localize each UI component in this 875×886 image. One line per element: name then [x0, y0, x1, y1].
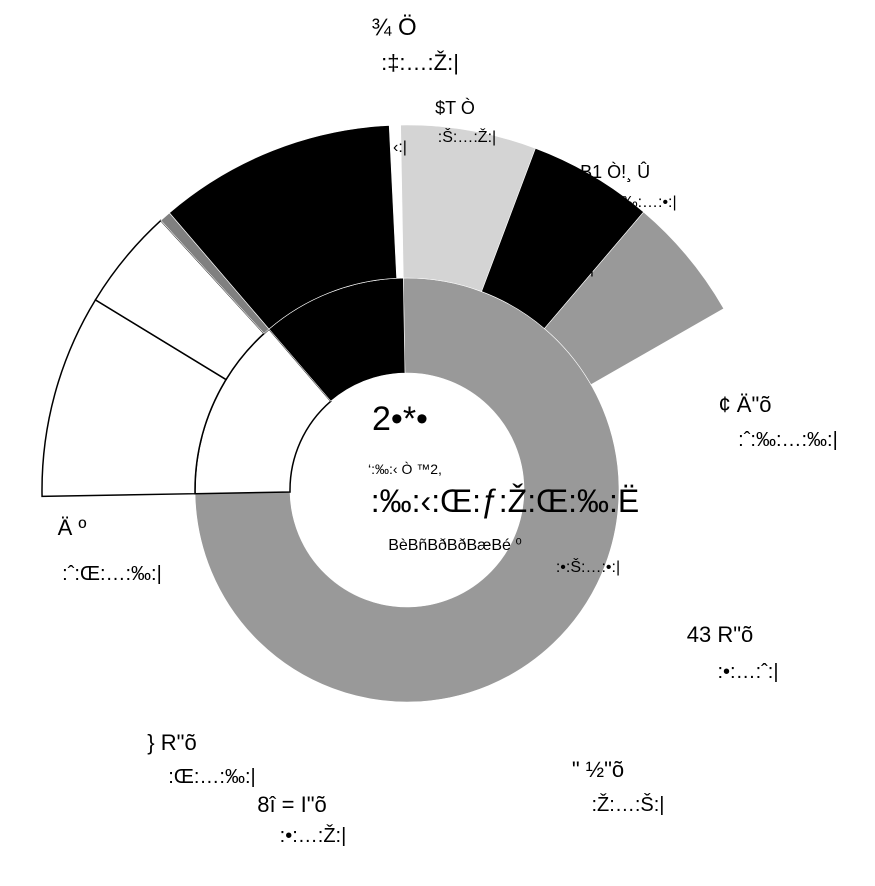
center-value: :‰:‹:Œ:ƒ:Ž:Œ:‰:Ë [371, 483, 639, 519]
outer-label-6-name: " ½"õ [572, 757, 624, 782]
outer-label-8-name: } R"õ [147, 730, 196, 755]
outer-label-4-sub: :‡:…:Ž:| [381, 50, 459, 75]
outer-label-7-name: 8î = I"õ [257, 792, 327, 817]
outer-label-7-sub: :•:…:Ž:| [280, 824, 347, 847]
outer-label-1-name: B B1 •B1 Ò!¸ Û [530, 161, 650, 182]
outer-label-2-name: $T Ò [435, 97, 475, 118]
label-extra-1-name: ¢ Ä"õ [718, 392, 771, 417]
label-extra-2-sub: :•:…:ˆ:| [717, 661, 778, 683]
outer-label-1-sub: :ˆ:‰:…:•:| [607, 194, 676, 211]
label-extra-2-name: 43 R"õ [687, 622, 754, 647]
label-extra-1-sub: :ˆ:‰:…:‰:| [738, 429, 838, 451]
outer-label-6-sub: :Ž:…:Š:| [592, 793, 665, 816]
center-title: 2•*• [372, 400, 428, 438]
inner-label-3-sub: :ˆ:Œ:…:‰:| [62, 563, 162, 585]
outer-label-4-name: ¾ Ö [371, 14, 416, 41]
inner-label-3-name: Ä º [58, 515, 87, 540]
outer-label-3-name: ‹:| [393, 139, 407, 156]
outer-label-2-sub: :Š:…:Ž:| [438, 127, 496, 146]
inner-label-1-sub: :•:Š:…:•:| [556, 557, 620, 576]
inner-label-2-sub: :ˆ:•:…:Š:| [530, 258, 594, 277]
outer-label-8-sub: :Œ:…:‰:| [168, 766, 255, 788]
center-caption: BèBñBðBðBæBé ⁰ [388, 537, 522, 554]
center-subtitle: ‘:‰:‹ Ò ™2, [368, 461, 442, 477]
inner-label-2-name: $T "õ [509, 228, 551, 248]
